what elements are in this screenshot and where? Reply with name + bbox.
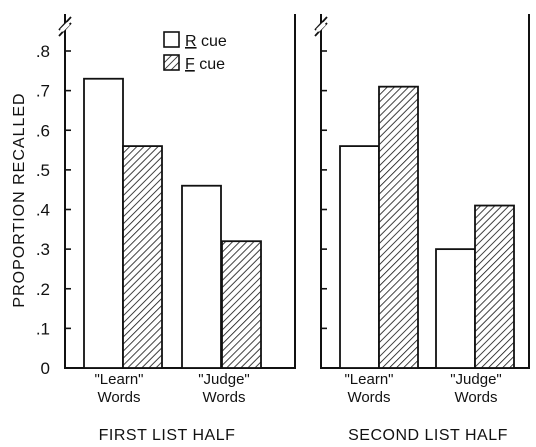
panel-label-second-list-half: SECOND LIST HALF: [348, 427, 508, 444]
panel-label-first-list-half: FIRST LIST HALF: [99, 427, 236, 444]
bar-r-cue: [339, 145, 380, 369]
legend-underlined-f: F: [185, 56, 195, 73]
bar-r-cue: [181, 184, 222, 369]
legend-rest-f: cue: [195, 56, 225, 73]
axis-break-left: [58, 16, 72, 37]
y-tick-label: 0: [41, 359, 50, 378]
legend-swatch-f-cue: [163, 54, 180, 71]
y-tick-label: .5: [36, 161, 50, 180]
axis-break-right: [314, 16, 328, 37]
y-tick-label: .6: [36, 121, 50, 140]
legend-label-f-cue: F cue: [185, 56, 225, 73]
tick-marks-right: [321, 50, 327, 330]
y-tick-labels: 0 .1 .2 .3 .4 .5 .6 .7 .8: [36, 42, 50, 378]
category-label-learn-line2-right: Words: [347, 389, 390, 406]
y-tick-label: .1: [36, 319, 50, 338]
category-label-judge-line2-right: Words: [454, 389, 497, 406]
category-label-judge-line1-right: "Judge": [450, 371, 502, 388]
category-label-learn-line2-left: Words: [97, 389, 140, 406]
y-tick-label: .8: [36, 42, 50, 61]
y-axis-label: PROPORTION RECALLED: [11, 92, 28, 307]
legend: R cue F cue: [163, 31, 227, 73]
bars-first-list-half: [83, 77, 262, 369]
category-label-learn-line1-right: "Learn": [344, 371, 393, 388]
bar-f-cue: [474, 204, 515, 369]
category-label-judge-line2-left: Words: [202, 389, 245, 406]
bar-r-cue: [83, 77, 124, 369]
y-tick-label: .3: [36, 240, 50, 259]
bar-f-cue: [378, 85, 419, 369]
y-tick-label: .2: [36, 280, 50, 299]
panel-first-list-half: "Learn" Words "Judge" Words FIRST LIST H…: [58, 14, 296, 444]
category-label-judge-line1-left: "Judge": [198, 371, 250, 388]
panel-second-list-half: "Learn" Words "Judge" Words SECOND LIST …: [314, 14, 530, 444]
panel-frame-left: [64, 14, 296, 369]
legend-swatch-r-cue: [163, 31, 180, 48]
panel-frame-right: [320, 14, 530, 369]
y-tick-label: .7: [36, 82, 50, 101]
tick-marks-left: [65, 50, 71, 330]
bars-second-list-half: [339, 85, 515, 369]
legend-rest-r: cue: [197, 33, 227, 50]
bar-f-cue: [221, 240, 262, 369]
category-label-learn-line1-left: "Learn": [94, 371, 143, 388]
y-tick-label: .4: [36, 201, 50, 220]
bar-f-cue: [122, 145, 163, 369]
legend-label-r-cue: R cue: [185, 33, 227, 50]
legend-underlined-r: R: [185, 33, 197, 50]
bar-r-cue: [435, 248, 476, 369]
